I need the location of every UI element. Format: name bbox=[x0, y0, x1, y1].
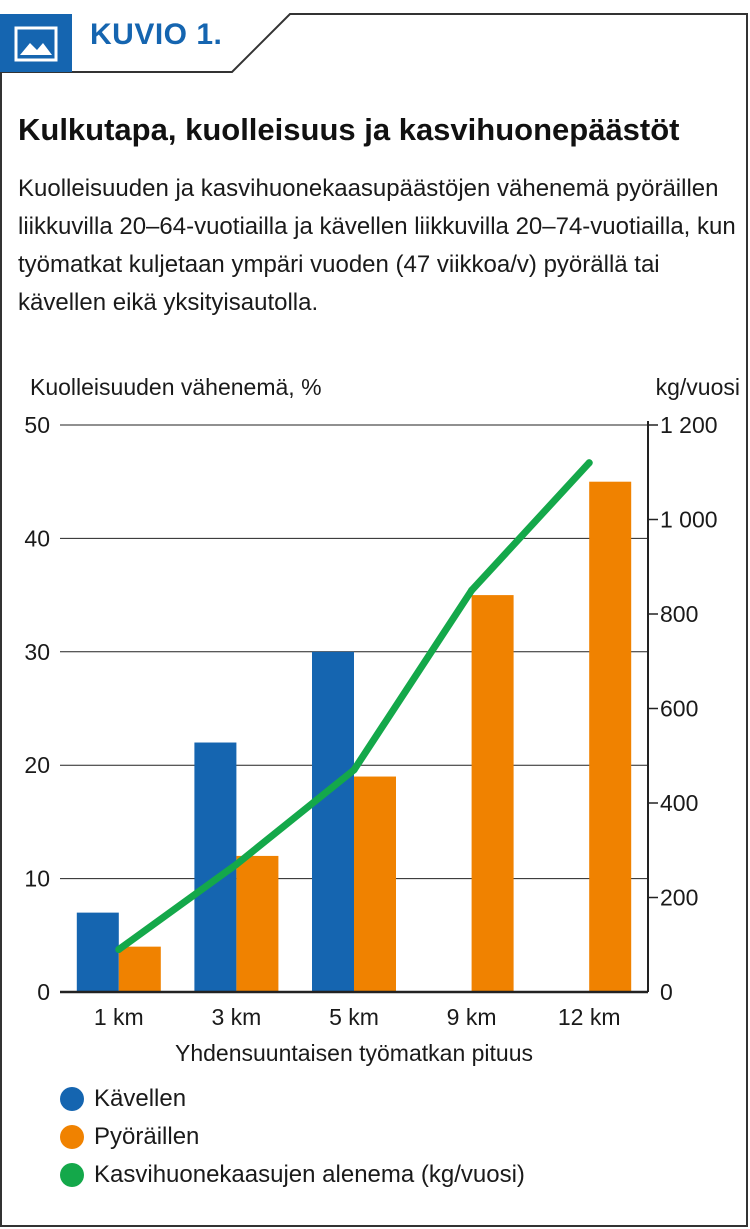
bar-1-3 bbox=[471, 595, 514, 992]
bar-1-2 bbox=[354, 776, 396, 992]
bar-0-0 bbox=[76, 912, 119, 992]
bar-1-1 bbox=[236, 855, 279, 992]
line-point-1 bbox=[232, 860, 240, 868]
chart-legend: Kävellen Pyöräillen Kasvihuonekaasujen a… bbox=[60, 1080, 525, 1194]
line-point-0 bbox=[115, 945, 123, 953]
figure-label: KUVIO 1. bbox=[90, 18, 223, 51]
y2-tick-label: 1 200 bbox=[660, 412, 718, 438]
x-tick-label: 3 km bbox=[211, 1004, 261, 1030]
chart-title: Kulkutapa, kuolleisuus ja kasvihuonepääs… bbox=[18, 112, 680, 147]
x-tick-label: 1 km bbox=[94, 1004, 144, 1030]
legend-item-emissions: Kasvihuonekaasujen alenema (kg/vuosi) bbox=[60, 1156, 525, 1194]
y-tick-label: 0 bbox=[37, 979, 50, 1005]
x-tick-label: 9 km bbox=[447, 1004, 497, 1030]
legend-item-cycling: Pyöräillen bbox=[60, 1118, 525, 1156]
y-tick-label: 20 bbox=[24, 752, 50, 778]
bar-1-4 bbox=[589, 481, 632, 992]
legend-marker-emissions bbox=[60, 1163, 84, 1187]
chart-area: Kuolleisuuden vähenemä, % kg/vuosi 0 10 20 30… bbox=[24, 374, 740, 1066]
legend-marker-walking bbox=[60, 1087, 84, 1111]
bar-0-2 bbox=[312, 651, 354, 992]
legend-label-walking: Kävellen bbox=[94, 1085, 187, 1112]
image-icon bbox=[14, 26, 58, 62]
y2-axis-label: kg/vuosi bbox=[656, 374, 740, 400]
line-point-4 bbox=[585, 459, 593, 467]
chart-subtitle: Kuolleisuuden ja kasvihuonekaasupäästöje… bbox=[18, 175, 736, 316]
legend-label-cycling: Pyöräillen bbox=[94, 1123, 200, 1150]
y2-tick-label: 200 bbox=[660, 885, 698, 911]
legend-marker-cycling bbox=[60, 1125, 84, 1149]
y-axis-label: Kuolleisuuden vähenemä, % bbox=[30, 374, 322, 400]
y2-tick-label: 0 bbox=[660, 979, 673, 1005]
y2-tick-label: 400 bbox=[660, 790, 698, 816]
y-tick-label: 40 bbox=[24, 525, 50, 551]
x-tick-label: 5 km bbox=[329, 1004, 379, 1030]
legend-label-emissions: Kasvihuonekaasujen alenema (kg/vuosi) bbox=[94, 1161, 525, 1188]
y2-tick-label: 1 000 bbox=[660, 507, 718, 533]
y2-tick-label: 600 bbox=[660, 696, 698, 722]
y-tick-label: 10 bbox=[24, 866, 50, 892]
x-axis-label: Yhdensuuntaisen työmatkan pituus bbox=[175, 1040, 533, 1066]
x-tick-label: 12 km bbox=[558, 1004, 621, 1030]
y-tick-label: 50 bbox=[24, 412, 50, 438]
line-point-2 bbox=[350, 766, 358, 774]
tab-badge bbox=[0, 14, 72, 72]
y-tick-label: 30 bbox=[24, 639, 50, 665]
bar-1-0 bbox=[118, 946, 161, 992]
y2-tick-label: 800 bbox=[660, 601, 698, 627]
legend-item-walking: Kävellen bbox=[60, 1080, 525, 1118]
line-point-3 bbox=[468, 586, 476, 594]
